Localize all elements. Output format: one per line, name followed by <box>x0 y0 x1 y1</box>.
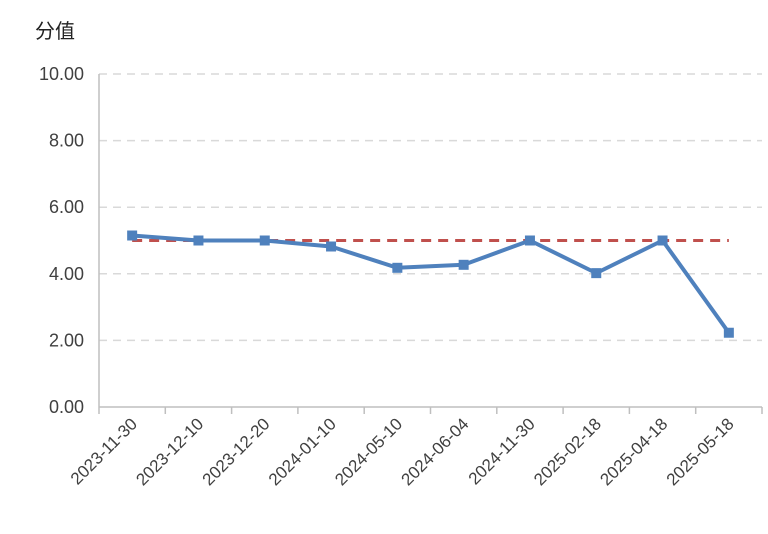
data-point <box>591 268 602 279</box>
data-point <box>723 327 734 338</box>
x-tick-label: 2025-04-18 <box>596 414 671 489</box>
x-tick-label: 2025-02-18 <box>530 414 605 489</box>
x-tick-label: 2023-12-20 <box>199 414 274 489</box>
data-point <box>458 259 469 270</box>
x-tick-label: 2024-06-04 <box>398 414 473 489</box>
y-tick-label: 8.00 <box>49 131 84 151</box>
series-line <box>131 233 731 334</box>
y-tick-labels: 0.00 2.00 4.00 6.00 8.00 10.00 <box>39 64 84 417</box>
x-tick-label: 2023-12-10 <box>132 414 207 489</box>
data-point <box>657 235 668 246</box>
x-tick-label: 2024-01-10 <box>265 414 340 489</box>
y-axis-label: 分值 <box>35 19 75 43</box>
x-tick-labels: 2023-11-302023-12-102023-12-202024-01-10… <box>67 414 738 489</box>
y-tick-label: 10.00 <box>39 64 84 84</box>
data-point <box>326 241 337 252</box>
x-tick-label: 2023-11-30 <box>67 414 141 488</box>
data-point <box>127 230 138 241</box>
data-point <box>259 235 270 246</box>
series <box>127 230 734 338</box>
axes <box>98 74 763 414</box>
data-point <box>392 262 403 273</box>
data-point <box>524 235 535 246</box>
x-tick-label: 2024-05-10 <box>331 414 406 489</box>
y-tick-label: 4.00 <box>49 264 84 284</box>
y-tick-label: 6.00 <box>49 197 84 217</box>
x-tick-label: 2024-11-30 <box>465 414 539 488</box>
x-tick-label: 2025-05-18 <box>663 414 738 489</box>
y-tick-label: 0.00 <box>49 397 84 417</box>
data-point <box>193 235 204 246</box>
gridlines <box>99 73 762 342</box>
y-tick-label: 2.00 <box>49 330 84 350</box>
